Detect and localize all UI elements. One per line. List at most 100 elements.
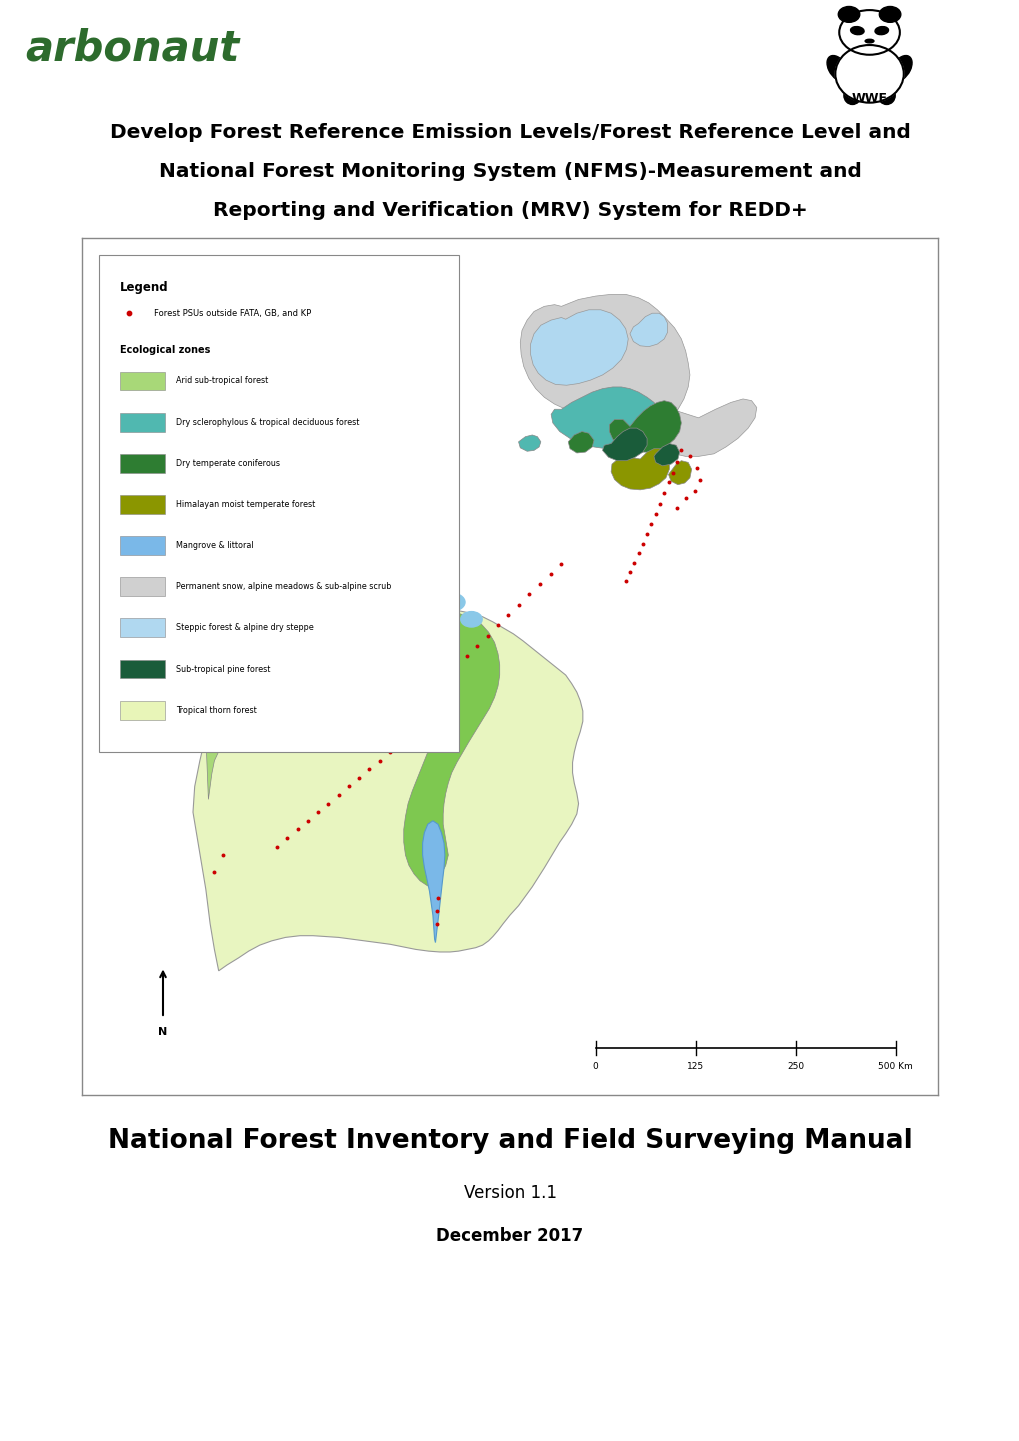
Text: Legend: Legend [120, 281, 168, 294]
Point [668, 451, 685, 474]
Point [638, 523, 654, 546]
Ellipse shape [874, 26, 888, 35]
Point [681, 445, 697, 468]
Point [647, 503, 663, 526]
Point [438, 666, 454, 689]
Text: 125: 125 [687, 1062, 703, 1072]
Point [664, 461, 681, 484]
Point [659, 471, 676, 494]
Text: Version 1.1: Version 1.1 [463, 1185, 556, 1202]
Text: National Forest Monitoring System (NFMS)-Measurement and: National Forest Monitoring System (NFMS)… [158, 163, 861, 182]
Text: Ecological zones: Ecological zones [120, 344, 210, 354]
Ellipse shape [850, 26, 863, 35]
Point [626, 552, 642, 575]
Polygon shape [422, 821, 444, 942]
Point [479, 624, 495, 647]
Text: December 2017: December 2017 [436, 1228, 583, 1245]
Polygon shape [520, 294, 756, 457]
Text: Himalayan moist temperate forest: Himalayan moist temperate forest [175, 500, 315, 509]
Point [634, 532, 650, 555]
Polygon shape [602, 428, 646, 461]
Bar [120, 700, 164, 719]
Ellipse shape [826, 56, 848, 81]
Point [289, 818, 306, 842]
Point [542, 562, 558, 585]
Polygon shape [518, 435, 540, 451]
Text: Develop Forest Reference Emission Levels/Forest Reference Level and: Develop Forest Reference Emission Levels… [109, 122, 910, 143]
Point [381, 741, 397, 764]
Point [668, 496, 685, 519]
Bar [120, 578, 164, 597]
Polygon shape [550, 388, 660, 448]
Point [489, 614, 505, 637]
Point [310, 801, 326, 824]
Polygon shape [667, 461, 691, 484]
Point [448, 656, 465, 679]
Bar [120, 618, 164, 637]
Text: Arid sub-tropical forest: Arid sub-tropical forest [175, 376, 268, 385]
Point [408, 696, 424, 719]
Point [215, 843, 231, 866]
Bar [120, 536, 164, 555]
Text: 500 Km: 500 Km [877, 1062, 912, 1072]
Polygon shape [363, 605, 499, 886]
Polygon shape [193, 435, 582, 971]
Text: Forest PSUs outside FATA, GB, and KP: Forest PSUs outside FATA, GB, and KP [154, 308, 312, 317]
Point [622, 561, 638, 584]
Ellipse shape [434, 592, 465, 611]
Polygon shape [610, 448, 668, 490]
Ellipse shape [864, 39, 873, 43]
Text: Dry sclerophylous & tropical deciduous forest: Dry sclerophylous & tropical deciduous f… [175, 418, 359, 427]
Point [284, 648, 301, 672]
Text: Sub-tropical pine forest: Sub-tropical pine forest [175, 664, 270, 673]
Bar [120, 412, 164, 431]
Point [330, 784, 346, 807]
Point [673, 440, 689, 463]
Bar [120, 660, 164, 679]
Point [531, 572, 547, 595]
Point [428, 676, 444, 699]
Point [510, 594, 526, 617]
Point [361, 758, 377, 781]
Ellipse shape [835, 45, 903, 102]
Text: Mangrove & littoral: Mangrove & littoral [175, 540, 254, 550]
Text: WWF: WWF [851, 92, 887, 105]
Point [320, 793, 336, 816]
Point [520, 584, 536, 607]
Point [294, 640, 311, 663]
Point [263, 666, 279, 689]
Point [206, 860, 222, 883]
Point [643, 513, 659, 536]
Polygon shape [530, 310, 628, 385]
Polygon shape [195, 448, 448, 800]
Point [429, 899, 445, 922]
Polygon shape [653, 444, 679, 465]
Point [677, 487, 693, 510]
Point [469, 634, 485, 657]
Circle shape [838, 6, 859, 23]
Polygon shape [608, 401, 681, 452]
Text: National Forest Inventory and Field Surveying Manual: National Forest Inventory and Field Surv… [108, 1128, 911, 1154]
Ellipse shape [890, 56, 911, 81]
Point [499, 604, 516, 627]
Bar [99, 255, 459, 752]
Point [279, 827, 296, 850]
Point [300, 810, 316, 833]
Bar [120, 496, 164, 514]
Point [351, 767, 367, 790]
Text: Permanent snow, alpine meadows & sub-alpine scrub: Permanent snow, alpine meadows & sub-alp… [175, 582, 391, 591]
Point [215, 710, 231, 733]
Ellipse shape [877, 86, 895, 104]
Text: arbonaut: arbonaut [25, 27, 239, 69]
Ellipse shape [843, 86, 860, 104]
Point [688, 455, 704, 478]
Point [429, 886, 445, 909]
Point [340, 775, 357, 798]
Text: Dry temperate coniferous: Dry temperate coniferous [175, 458, 279, 468]
Circle shape [878, 6, 900, 23]
Point [305, 631, 321, 654]
Point [253, 674, 269, 697]
Bar [120, 372, 164, 391]
Polygon shape [630, 313, 667, 347]
Point [223, 700, 239, 723]
